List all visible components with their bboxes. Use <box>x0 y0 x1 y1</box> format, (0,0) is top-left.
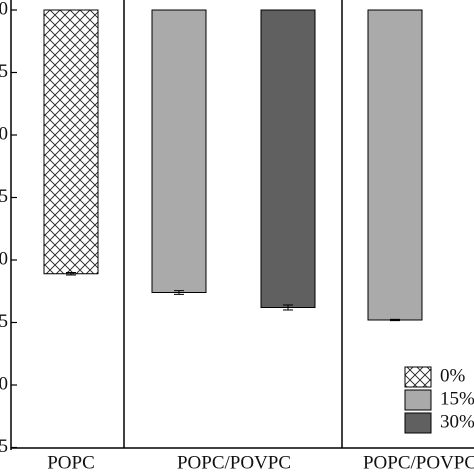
legend-label: 30% <box>440 411 474 432</box>
y-tick-label: -30 <box>0 373 8 394</box>
y-tick-label: -20 <box>0 248 8 269</box>
x-tick-label: POPC <box>47 452 95 473</box>
error-bar <box>283 304 293 311</box>
x-tick-label: POPC/POVPC <box>177 452 291 473</box>
legend-label: 0% <box>440 365 466 386</box>
bar <box>151 9 207 293</box>
error-bar <box>66 272 76 276</box>
y-tick-label: -5 <box>0 61 8 82</box>
legend-swatch <box>404 412 432 434</box>
error-bar <box>174 290 184 295</box>
bar <box>367 9 423 321</box>
y-tick-label: 0 <box>0 0 8 19</box>
bar <box>43 9 99 275</box>
bar <box>260 9 316 308</box>
legend-swatch <box>404 389 432 411</box>
y-tick-label: -35 <box>0 436 8 457</box>
error-bar <box>390 318 400 322</box>
y-tick-label: -25 <box>0 311 8 332</box>
x-tick-label: POPC/POVPC <box>363 452 474 473</box>
legend-label: 15% <box>440 388 474 409</box>
legend-swatch <box>404 366 432 388</box>
y-tick-label: -15 <box>0 186 8 207</box>
y-tick-label: -10 <box>0 123 8 144</box>
